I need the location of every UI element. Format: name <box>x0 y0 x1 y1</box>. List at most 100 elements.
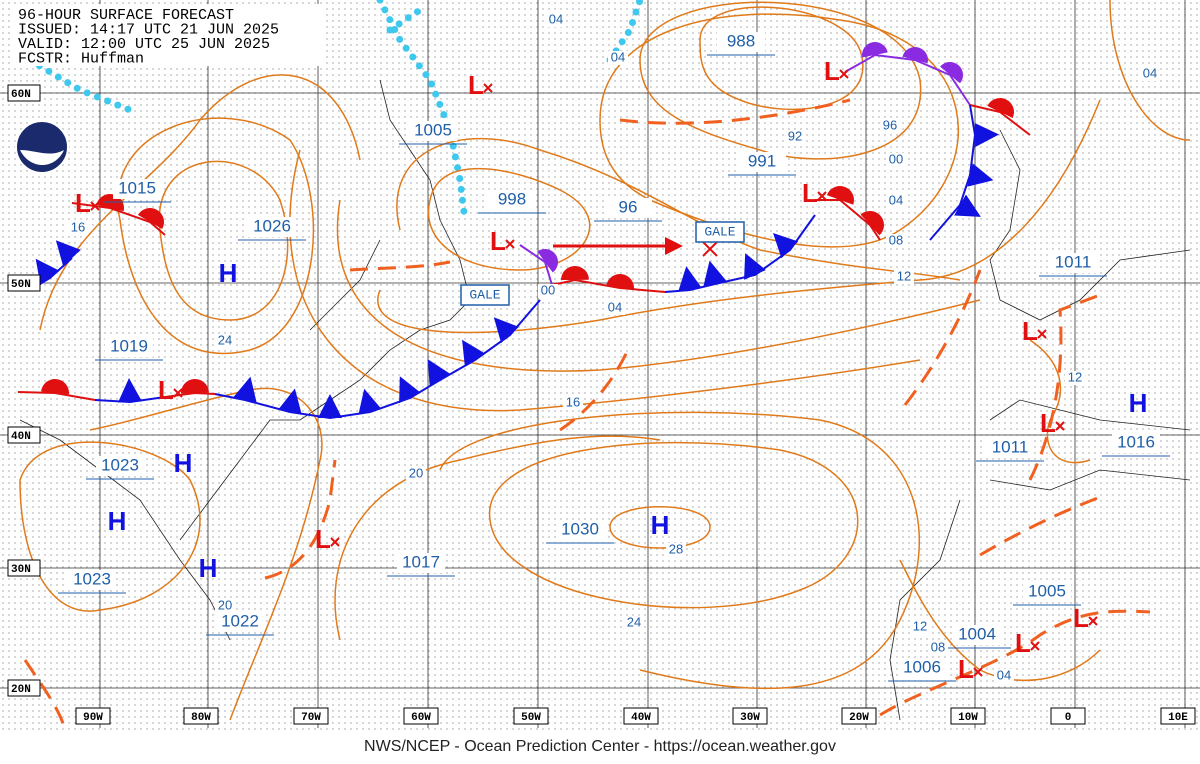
isobars <box>19 0 1191 721</box>
header-line: FCSTR: Huffman <box>18 51 144 68</box>
pressure-bg <box>488 190 536 210</box>
low-center: L <box>1040 408 1056 438</box>
latitude-box <box>7 559 41 577</box>
pressure-bg <box>1112 433 1160 453</box>
high-center: H <box>174 448 193 478</box>
low-center: L <box>490 226 506 256</box>
fronts <box>17 42 1031 420</box>
isobar-label: 04 <box>608 299 622 314</box>
longitude-box <box>403 707 439 725</box>
low-cross <box>505 239 515 249</box>
pressure-bg <box>113 179 161 199</box>
isobar-label: 04 <box>889 192 903 207</box>
latitude-label: 40N <box>11 431 31 443</box>
low-cross <box>1055 421 1065 431</box>
isobar-label-bg <box>1065 371 1085 385</box>
isobar-label: 00 <box>889 151 903 166</box>
longitude-box <box>183 707 219 725</box>
latitude-label: 50N <box>11 279 31 291</box>
pressure-bg <box>248 217 296 237</box>
longitude-label: 30W <box>740 712 760 724</box>
isobar-label-bg <box>215 599 235 613</box>
low-cross <box>330 537 340 547</box>
isobar-label: 04 <box>549 11 563 26</box>
longitude-box <box>950 707 986 725</box>
low-center: L <box>1073 603 1089 633</box>
longitude-box <box>623 707 659 725</box>
low-center: L <box>802 178 818 208</box>
pressure-bg <box>986 438 1034 458</box>
isobar-label: 16 <box>566 394 580 409</box>
isobar-label-bg <box>886 234 906 248</box>
latitude-label: 20N <box>11 684 31 696</box>
longitude-label: 10W <box>958 712 978 724</box>
isobar-label: 12 <box>1068 369 1082 384</box>
isobar-label-bg <box>538 284 558 298</box>
pressure-bg <box>898 658 946 678</box>
longitude-box <box>1160 707 1196 725</box>
isobar-label: 12 <box>913 618 927 633</box>
low-cross <box>173 388 183 398</box>
longitude-label: 70W <box>301 712 321 724</box>
isobar-label-bg <box>563 396 583 410</box>
isobar-label-bg <box>880 119 900 133</box>
pressure-bg <box>105 337 153 357</box>
low-center: L <box>1022 316 1038 346</box>
gale-warning: GALE <box>469 287 500 302</box>
isobar-label: 04 <box>1143 65 1157 80</box>
isobar-label-bg <box>406 467 426 481</box>
low-center: L <box>468 70 484 100</box>
pressure-bg <box>717 32 765 52</box>
header-line: VALID: 12:00 UTC 25 JUN 2025 <box>18 36 270 53</box>
central-pressure: 1030 <box>561 519 599 538</box>
longitude-label: 40W <box>631 712 651 724</box>
longitude-label: 10E <box>1168 712 1188 724</box>
central-pressure: 1005 <box>1028 581 1066 600</box>
latitude-box <box>7 84 41 102</box>
isobar-label: 24 <box>218 332 232 347</box>
isobar-label-bg <box>608 51 628 65</box>
low-cross <box>483 83 493 93</box>
pressure-bg <box>738 152 786 172</box>
central-pressure: 1019 <box>110 336 148 355</box>
isobar-label: 04 <box>611 49 625 64</box>
pressure-bg <box>216 612 264 632</box>
isobar-label-bg <box>215 334 235 348</box>
pressure-bg <box>1049 253 1097 273</box>
longitude-box <box>75 707 111 725</box>
pressure-bg <box>604 198 652 218</box>
low-center: L <box>1015 628 1031 658</box>
isobar-label-bg <box>785 130 805 144</box>
pressure-bg <box>397 553 445 573</box>
central-pressure: 1006 <box>903 657 941 676</box>
low-center: L <box>75 188 91 218</box>
low-cross <box>90 201 100 211</box>
longitude-box <box>841 707 877 725</box>
isobar-label-bg <box>68 221 88 235</box>
pressure-bg <box>409 121 457 141</box>
low-cross <box>973 667 983 677</box>
ice-edge <box>26 0 644 224</box>
low-center: L <box>315 524 331 554</box>
isobar-label-bg <box>1140 67 1160 81</box>
low-center: L <box>824 56 840 86</box>
longitude-label: 50W <box>521 712 541 724</box>
pressure-bg <box>68 570 116 590</box>
longitude-label: 20W <box>849 712 869 724</box>
noaa-logo <box>15 120 69 174</box>
high-center: H <box>1129 388 1148 418</box>
longitude-label: 0 <box>1065 712 1072 724</box>
header-line: ISSUED: 14:17 UTC 21 JUN 2025 <box>18 22 279 39</box>
isobar-label-bg <box>886 194 906 208</box>
header-box <box>14 4 322 66</box>
isobar-label-bg <box>546 13 566 27</box>
central-pressure: 998 <box>498 189 526 208</box>
isobar-label: 92 <box>788 128 802 143</box>
low-cross <box>1030 641 1040 651</box>
storm-track <box>553 237 718 257</box>
isobar-label-bg <box>605 301 625 315</box>
central-pressure: 988 <box>727 31 755 50</box>
header-line: 96-HOUR SURFACE FORECAST <box>18 7 234 24</box>
pressure-bg <box>96 456 144 476</box>
